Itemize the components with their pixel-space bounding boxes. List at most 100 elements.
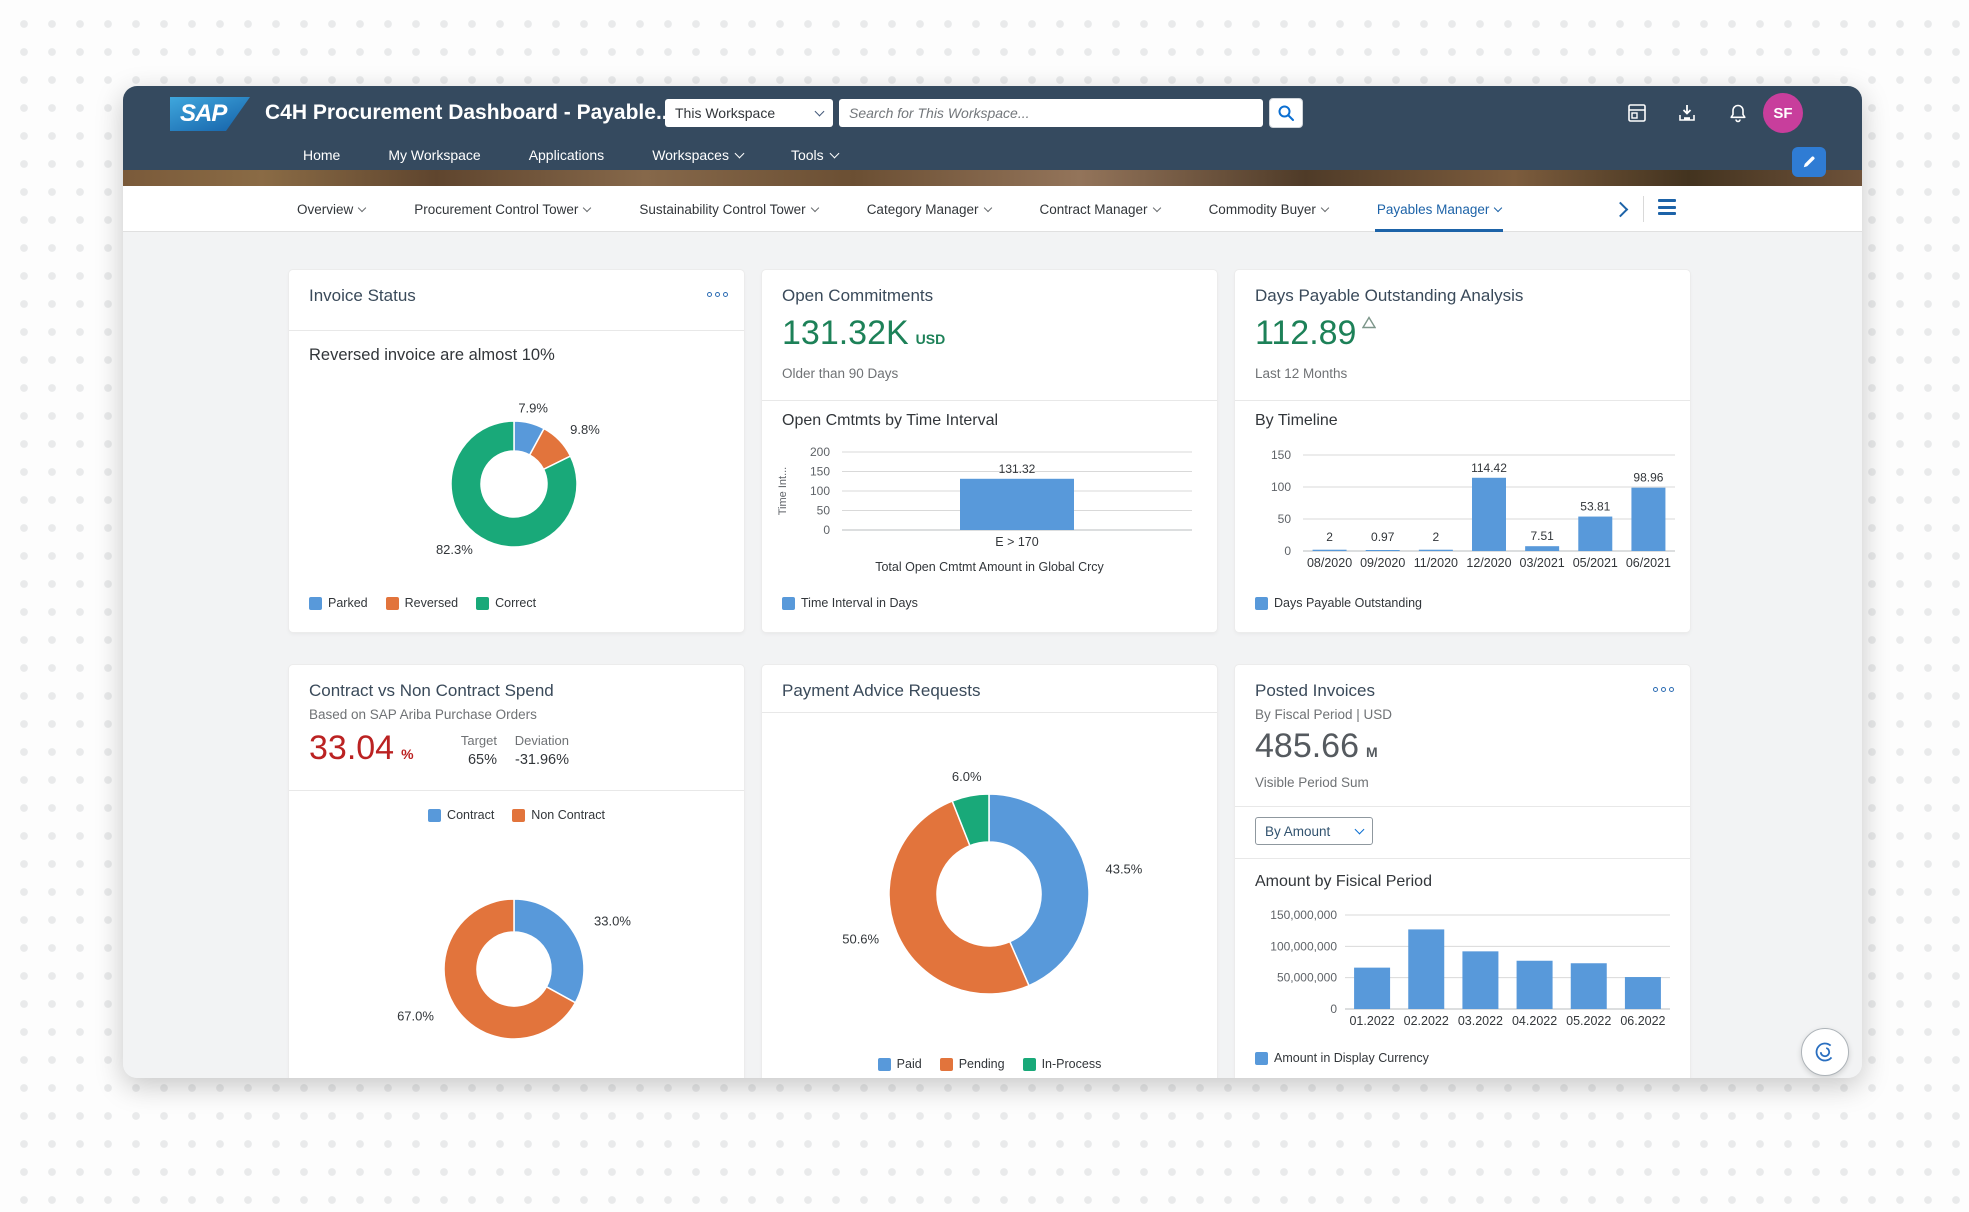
bar-06-2022[interactable]	[1624, 977, 1661, 1009]
workspace-scope-select[interactable]: This Workspace	[665, 99, 833, 127]
bar-e-170[interactable]	[960, 478, 1074, 530]
tabs-menu-button[interactable]	[1658, 199, 1678, 219]
search-input[interactable]	[839, 99, 1263, 127]
tab-category-manager[interactable]: Category Manager	[865, 186, 993, 232]
donut-value-label: 50.6%	[842, 932, 879, 947]
y-axis-tick: 50,000,000	[1277, 971, 1337, 985]
download-icon[interactable]	[1677, 103, 1697, 123]
chevron-down-icon	[734, 148, 745, 159]
legend-item-paid[interactable]: Paid	[877, 1057, 922, 1071]
edit-page-button[interactable]	[1792, 147, 1826, 177]
by-amount-select[interactable]: By Amount	[1255, 817, 1373, 845]
x-axis-tick: 05/2021	[1573, 556, 1618, 570]
nav-item-workspaces[interactable]: Workspaces	[652, 147, 745, 163]
tab-sustainability-control-tower[interactable]: Sustainability Control Tower	[637, 186, 819, 232]
bar-04-2022[interactable]	[1516, 960, 1553, 1009]
bar-06-2021[interactable]	[1631, 487, 1666, 551]
legend-swatch	[1255, 596, 1268, 610]
hamburger-icon	[1658, 199, 1676, 202]
kpi-value-row: 485.66 M	[1255, 727, 1378, 766]
tab-overview[interactable]: Overview	[295, 186, 367, 232]
kpi-subtitle: Last 12 Months	[1255, 366, 1348, 381]
donut-slice-in-process[interactable]	[951, 793, 990, 847]
legend-item-parked[interactable]: Parked	[309, 596, 368, 610]
app-finder-icon[interactable]	[1627, 103, 1647, 123]
kpi-value-row: 112.89	[1255, 314, 1377, 353]
assistant-floating-button[interactable]	[1801, 1028, 1849, 1076]
card-dpo-analysis: Days Payable Outstanding Analysis 112.89…	[1235, 270, 1690, 632]
dashboard-content: Invoice Status Reversed invoice are almo…	[123, 232, 1862, 1078]
chevron-down-icon	[1152, 203, 1161, 212]
insight-text: Reversed invoice are almost 10%	[309, 346, 555, 364]
donut-slice-correct[interactable]	[450, 420, 578, 548]
bar-03-2021[interactable]	[1525, 546, 1560, 551]
nav-item-tools[interactable]: Tools	[791, 147, 840, 163]
legend-item-days-payable-outstanding[interactable]: Days Payable Outstanding	[1255, 596, 1422, 610]
nav-item-my-workspace[interactable]: My Workspace	[388, 147, 481, 163]
kpi-value-row: 33.04 %	[309, 729, 414, 768]
x-axis-title: Total Open Cmtmt Amount in Global Crcy	[875, 560, 1104, 574]
card-menu-button[interactable]	[1653, 687, 1674, 692]
donut-value-label: 82.3%	[436, 542, 473, 557]
legend-item-amount-in-display-currency[interactable]: Amount in Display Currency	[1255, 1051, 1429, 1065]
bar-11-2020[interactable]	[1418, 549, 1453, 551]
donut-slice-pending[interactable]	[888, 800, 1030, 995]
nav-item-applications[interactable]: Applications	[528, 147, 605, 163]
sap-logo[interactable]: SAP	[170, 97, 250, 131]
bar-09-2020[interactable]	[1365, 550, 1400, 551]
legend-item-contract[interactable]: Contract	[428, 808, 494, 822]
x-axis-tick: 11/2020	[1414, 556, 1458, 570]
legend-item-reversed[interactable]: Reversed	[385, 596, 458, 610]
legend-item-correct[interactable]: Correct	[476, 596, 536, 610]
legend-item-time-interval-in-days[interactable]: Time Interval in Days	[782, 596, 918, 610]
divider	[1235, 806, 1690, 807]
chevron-down-icon	[358, 203, 367, 212]
deviation-column: Deviation -31.96%	[504, 733, 569, 768]
contract-spend-legend: Contract Non Contract	[289, 808, 744, 822]
bar-05-2022[interactable]	[1570, 963, 1607, 1009]
nav-item-home[interactable]: Home	[303, 147, 341, 163]
card-menu-button[interactable]	[707, 292, 728, 297]
bar-05-2021[interactable]	[1578, 516, 1613, 551]
divider	[1235, 400, 1690, 401]
deviation-label: Deviation	[514, 733, 569, 748]
bar-value-label: 0.97	[1371, 530, 1395, 544]
tabs-overflow-right-button[interactable]	[1608, 197, 1632, 221]
x-axis-tick: 02.2022	[1404, 1014, 1449, 1028]
user-avatar[interactable]: SF	[1763, 93, 1803, 133]
tab-procurement-control-tower[interactable]: Procurement Control Tower	[412, 186, 592, 232]
card-title: Invoice Status	[309, 286, 416, 305]
bar-03-2022[interactable]	[1462, 951, 1499, 1009]
legend-item-in-process[interactable]: In-Process	[1022, 1057, 1101, 1071]
tab-contract-manager[interactable]: Contract Manager	[1038, 186, 1162, 232]
divider	[1235, 858, 1690, 859]
notifications-bell-icon[interactable]	[1728, 103, 1748, 123]
chevron-down-icon	[1320, 203, 1330, 212]
legend-swatch	[1255, 1051, 1268, 1065]
bar-01-2022[interactable]	[1354, 967, 1391, 1009]
x-axis-tick: 12/2020	[1466, 556, 1511, 570]
open-commitments-legend: Time Interval in Days	[782, 596, 918, 610]
card-title: Open Commitments	[782, 286, 934, 305]
chevron-down-icon	[983, 203, 992, 212]
bar-value-label: 7.51	[1530, 529, 1554, 543]
search-button[interactable]	[1269, 98, 1303, 128]
donut-slice-paid[interactable]	[988, 793, 1090, 987]
tab-commodity-buyer[interactable]: Commodity Buyer	[1207, 186, 1330, 232]
legend-item-non-contract[interactable]: Non Contract	[512, 808, 605, 822]
donut-slice-non-contract[interactable]	[443, 898, 577, 1040]
donut-slice-contract[interactable]	[513, 898, 585, 1004]
legend-item-pending[interactable]: Pending	[939, 1057, 1005, 1071]
bar-value-label: 53.81	[1580, 500, 1610, 514]
card-contract-spend: Contract vs Non Contract Spend Based on …	[289, 665, 744, 1078]
bar-08-2020[interactable]	[1312, 549, 1347, 551]
tab-payables-manager[interactable]: Payables Manager	[1374, 186, 1504, 232]
shell-header: SAP C4H Procurement Dashboard - Payable.…	[123, 86, 1862, 140]
x-axis-tick: 05.2022	[1566, 1014, 1611, 1028]
x-axis-tick: 01.2022	[1349, 1014, 1394, 1028]
card-posted-invoices: Posted Invoices By Fiscal Period | USD 4…	[1235, 665, 1690, 1078]
bar-12-2020[interactable]	[1472, 477, 1506, 551]
y-axis-tick: 0	[1330, 1002, 1337, 1016]
bar-02-2022[interactable]	[1408, 929, 1445, 1009]
